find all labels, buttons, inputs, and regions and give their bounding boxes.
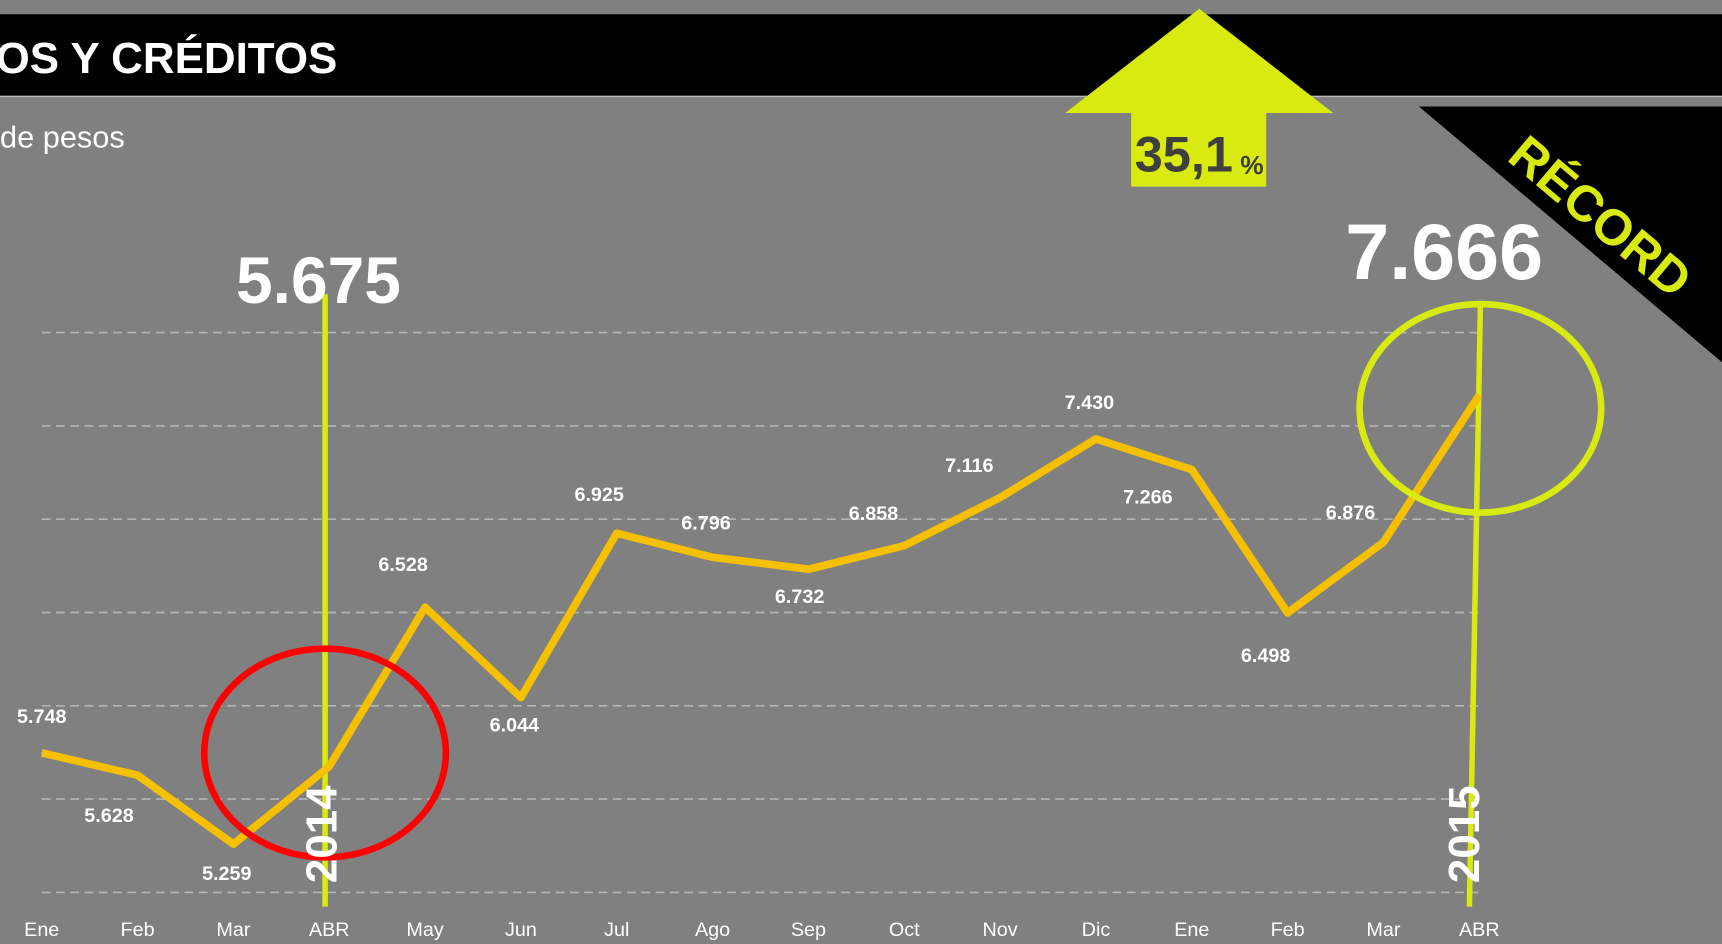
data-label: 7.116 — [945, 455, 993, 477]
data-label: 6.044 — [490, 714, 539, 736]
x-tick-label: Mar — [1366, 919, 1400, 941]
highlight-circle — [200, 645, 450, 861]
grid — [41, 331, 1481, 894]
data-label: 6.732 — [775, 586, 824, 608]
x-tick-label: Sep — [791, 919, 826, 941]
x-tick-label: Ene — [1174, 919, 1209, 941]
x-tick-label: Ago — [695, 919, 730, 941]
x-tick-label: Feb — [121, 919, 155, 941]
marker-line — [1466, 305, 1484, 907]
subtitle: de pesos — [0, 120, 125, 155]
x-tick-label: Dic — [1082, 919, 1111, 941]
growth-value: 35,1 — [1135, 125, 1233, 182]
x-tick-label: Mar — [216, 919, 250, 941]
data-label: 6.796 — [681, 513, 730, 535]
highlight-value: 5.675 — [236, 243, 401, 317]
plot: Ene Feb Mar ABR May Jun Jul Ago Sep Oct Nov Dic Ene F… — [17, 207, 1543, 941]
year-label: 2014 — [298, 785, 347, 883]
x-tick-label: May — [406, 919, 443, 941]
x-tick-label: Feb — [1271, 919, 1305, 941]
highlight-value: 7.666 — [1345, 207, 1543, 296]
data-line — [40, 392, 1483, 848]
data-label: 7.430 — [1065, 392, 1114, 414]
x-tick-label: Nov — [983, 919, 1018, 941]
data-label: 5.259 — [202, 863, 251, 885]
data-label: 5.748 — [17, 706, 66, 728]
highlight-circle — [1356, 300, 1605, 516]
data-label: 6.925 — [574, 484, 623, 506]
x-tick-label: Ene — [24, 919, 59, 941]
data-label: 6.858 — [849, 503, 898, 525]
x-tick-label: Oct — [889, 919, 920, 941]
growth-arrow — [1065, 8, 1334, 187]
year-label: 2015 — [1440, 785, 1489, 883]
data-label: 6.528 — [378, 554, 427, 576]
growth-unit: % — [1240, 150, 1263, 180]
data-label: 6.498 — [1241, 645, 1290, 667]
data-label: 6.876 — [1326, 502, 1375, 524]
x-tick-label: ABR — [1459, 919, 1500, 941]
x-tick-label: Jul — [604, 919, 629, 941]
data-label: 5.628 — [84, 805, 133, 827]
title-bar — [0, 14, 1722, 96]
data-label: 7.266 — [1123, 486, 1172, 508]
chart-title: OS Y CRÉDITOS — [0, 33, 337, 83]
x-tick-label: ABR — [309, 919, 350, 941]
x-tick-label: Jun — [505, 919, 537, 941]
